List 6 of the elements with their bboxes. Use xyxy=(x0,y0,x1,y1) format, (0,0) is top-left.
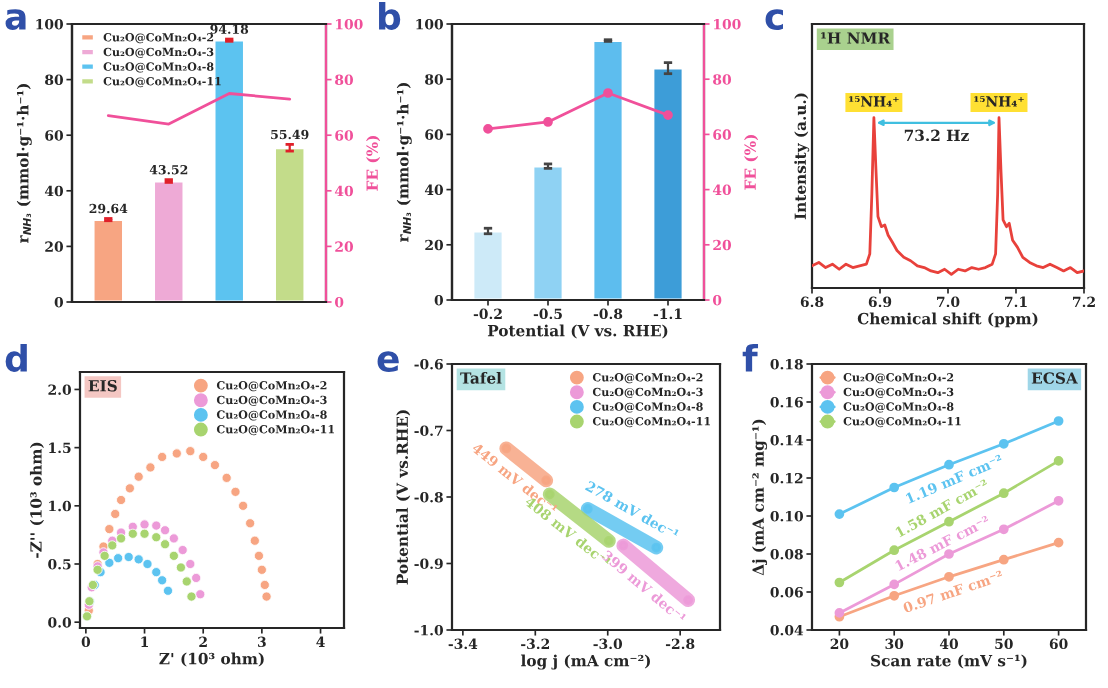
text: a xyxy=(5,9,26,30)
text: f xyxy=(742,344,759,372)
text: c xyxy=(765,9,783,30)
text: b xyxy=(379,2,401,30)
text: d xyxy=(5,344,27,372)
text: e xyxy=(377,351,399,372)
